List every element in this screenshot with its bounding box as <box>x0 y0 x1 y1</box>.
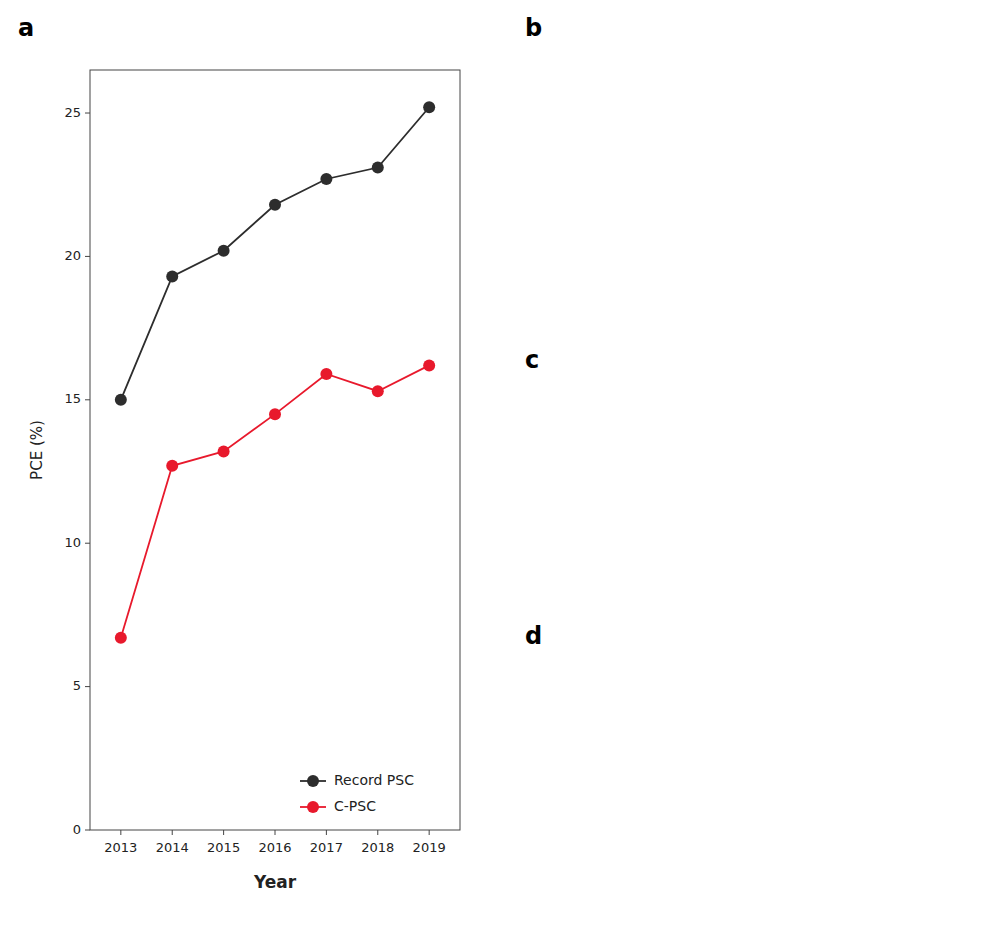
x-tick <box>377 830 378 835</box>
plot-frame <box>90 70 460 830</box>
x-axis: 2013 2014 2015 2016 2017 2018 2019 <box>104 830 445 855</box>
series-line <box>121 107 429 400</box>
legend-marker <box>307 775 319 787</box>
x-tick-label: 2018 <box>361 840 394 855</box>
panel-label: b <box>525 14 542 42</box>
series <box>115 101 435 406</box>
y-tick <box>85 543 90 544</box>
data-point <box>218 445 230 457</box>
plot-marks <box>115 101 435 644</box>
data-point <box>423 101 435 113</box>
data-point <box>115 394 127 406</box>
data-point <box>372 162 384 174</box>
data-point <box>269 199 281 211</box>
x-tick-label: 2014 <box>156 840 189 855</box>
y-tick-label: 20 <box>64 248 81 263</box>
data-point <box>320 368 332 380</box>
x-tick-label: 2019 <box>413 840 446 855</box>
x-tick-label: 2017 <box>310 840 343 855</box>
x-tick-label: 2013 <box>104 840 137 855</box>
x-tick-label: 2015 <box>207 840 240 855</box>
y-tick-label: 5 <box>73 678 81 693</box>
y-tick-label: 15 <box>64 391 81 406</box>
legend-marker <box>307 801 319 813</box>
series <box>115 359 435 643</box>
panel-label: d <box>525 622 542 650</box>
y-tick-label: 25 <box>64 105 81 120</box>
data-point <box>115 632 127 644</box>
y-tick <box>85 256 90 257</box>
data-point <box>372 385 384 397</box>
panel-label: a <box>18 14 34 42</box>
chart-svg: 0 5 10 15 20 25 2013 2014 2015 2016 2017 2018 2019 Ye… <box>0 0 982 933</box>
y-tick-label: 10 <box>64 535 81 550</box>
y-axis-label: PCE (%) <box>28 420 46 480</box>
y-tick <box>85 830 90 831</box>
legend-label: C-PSC <box>334 798 376 814</box>
legend-label: Record PSC <box>334 772 414 788</box>
y-tick-label: 0 <box>73 822 81 837</box>
y-axis: 0 5 10 15 20 25 <box>64 105 90 837</box>
data-point <box>269 408 281 420</box>
data-point <box>423 359 435 371</box>
x-tick-label: 2016 <box>258 840 291 855</box>
data-point <box>320 173 332 185</box>
x-tick <box>326 830 327 835</box>
panel-label: c <box>525 346 539 374</box>
y-tick <box>85 686 90 687</box>
x-tick <box>275 830 276 835</box>
x-tick <box>223 830 224 835</box>
x-tick <box>172 830 173 835</box>
y-tick <box>85 399 90 400</box>
legend: Record PSC C-PSC <box>300 772 414 814</box>
series-line <box>121 365 429 637</box>
data-point <box>166 460 178 472</box>
x-tick <box>429 830 430 835</box>
y-tick <box>85 113 90 114</box>
data-point <box>218 245 230 257</box>
x-axis-label: Year <box>253 872 297 892</box>
data-point <box>166 270 178 282</box>
x-tick <box>120 830 121 835</box>
